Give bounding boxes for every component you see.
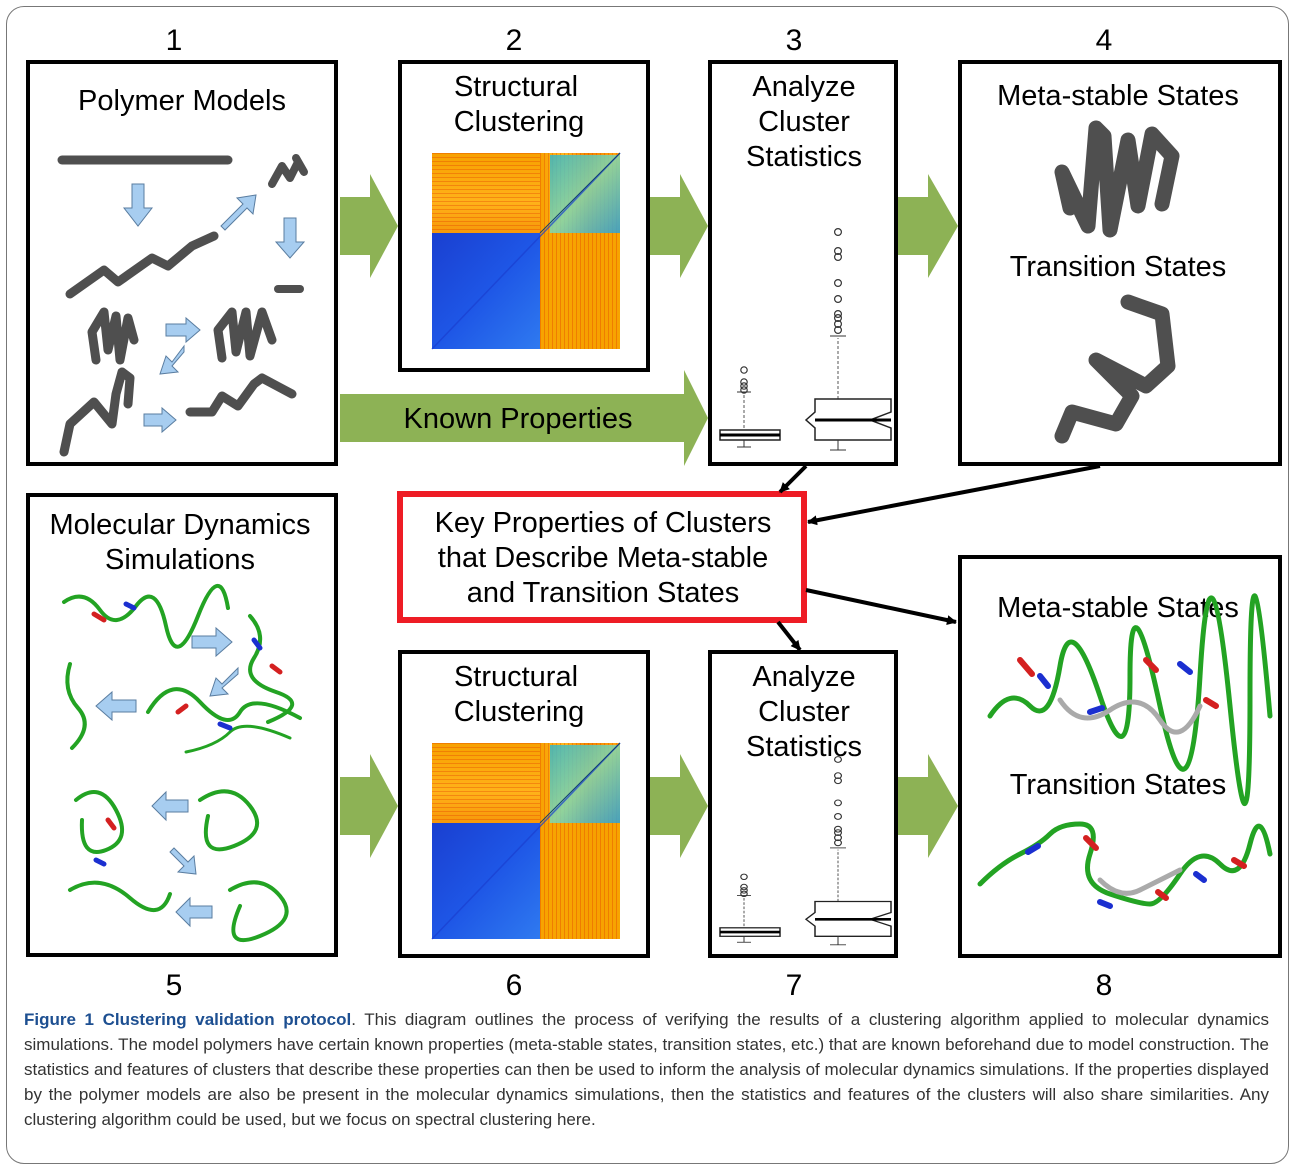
md-ribbons — [62, 584, 302, 943]
title-md-line2: Simulations — [105, 544, 255, 576]
arrow-key-to-8 — [805, 588, 957, 626]
panel-analyze-statistics-bottom — [708, 650, 898, 958]
metastable-ribbon-bottom — [987, 593, 1273, 806]
green-arrow-7-to-8 — [898, 754, 958, 858]
label-metastable-top: Meta-stable States — [997, 80, 1239, 112]
key-box-line-3: and Transition States — [467, 577, 739, 609]
step-number-8: 8 — [1096, 969, 1113, 1002]
known-properties-arrow — [340, 370, 708, 466]
panel-md-simulations — [26, 493, 338, 957]
panel-states-top — [958, 60, 1282, 466]
label-transition-bottom: Transition States — [1010, 769, 1227, 801]
title-analyze-line3-bottom: Statistics — [746, 731, 862, 763]
caption-title: Figure 1 Clustering validation protocol — [24, 1010, 352, 1029]
label-metastable-bottom: Meta-stable States — [997, 592, 1239, 624]
metastable-tube-top — [1054, 120, 1180, 238]
known-properties-label: Known Properties — [404, 403, 633, 435]
title-analyze-line1-bottom: Analyze — [752, 661, 855, 693]
title-polymer-models: Polymer Models — [78, 85, 286, 117]
green-arrow-3-to-4 — [898, 174, 958, 278]
panel-polymer-models — [26, 60, 338, 466]
panel-analyze-statistics-top — [708, 60, 898, 466]
title-analyze-line2-top: Cluster — [758, 106, 850, 138]
step-number-3: 3 — [786, 24, 803, 57]
transition-tube-top — [1054, 294, 1176, 444]
transition-ribbon-bottom — [977, 821, 1273, 909]
green-arrow-6-to-7 — [650, 754, 708, 858]
title-structural-line1-bottom: Structural — [454, 661, 578, 693]
title-structural-line2-bottom: Clustering — [454, 696, 585, 728]
key-box-line-2: that Describe Meta-stable — [438, 542, 768, 574]
title-analyze-line3-top: Statistics — [746, 141, 862, 173]
heatmap-bottom — [431, 742, 621, 940]
figure-frame — [6, 6, 1289, 1164]
green-arrow-2-to-3 — [650, 174, 708, 278]
green-arrow-5-to-6 — [340, 754, 398, 858]
arrow-4-to-key — [807, 464, 1101, 526]
polymer-transition-arrows — [122, 183, 306, 434]
title-analyze-line1-top: Analyze — [752, 71, 855, 103]
panel-states-bottom — [958, 555, 1282, 958]
figure-caption: Figure 1 Clustering validation protocol.… — [24, 1007, 1269, 1132]
green-arrow-1-to-2 — [340, 174, 398, 278]
caption-text: . This diagram outlines the process of v… — [24, 1010, 1269, 1129]
title-structural-line2-top: Clustering — [454, 106, 585, 138]
arrow-key-to-7 — [776, 620, 802, 652]
title-md-line1: Molecular Dynamics — [49, 509, 310, 541]
md-transition-arrows — [95, 626, 239, 928]
step-number-2: 2 — [506, 24, 523, 57]
step-number-7: 7 — [786, 969, 803, 1002]
step-number-6: 6 — [506, 969, 523, 1002]
step-number-4: 4 — [1096, 24, 1113, 57]
title-analyze-line2-bottom: Cluster — [758, 696, 850, 728]
heatmap-top — [431, 152, 621, 350]
arrow-3-to-key — [778, 464, 808, 494]
key-properties-box — [397, 491, 807, 623]
title-structural-line1-top: Structural — [454, 71, 578, 103]
key-box-line-1: Key Properties of Clusters — [435, 507, 772, 539]
protocol-diagram: 1 2 3 4 5 6 7 8 Polymer Models Structura… — [26, 24, 1282, 1002]
polymer-models-illustration — [57, 154, 308, 457]
step-number-5: 5 — [166, 969, 183, 1002]
label-transition-top: Transition States — [1010, 251, 1227, 283]
step-number-1: 1 — [166, 24, 183, 57]
